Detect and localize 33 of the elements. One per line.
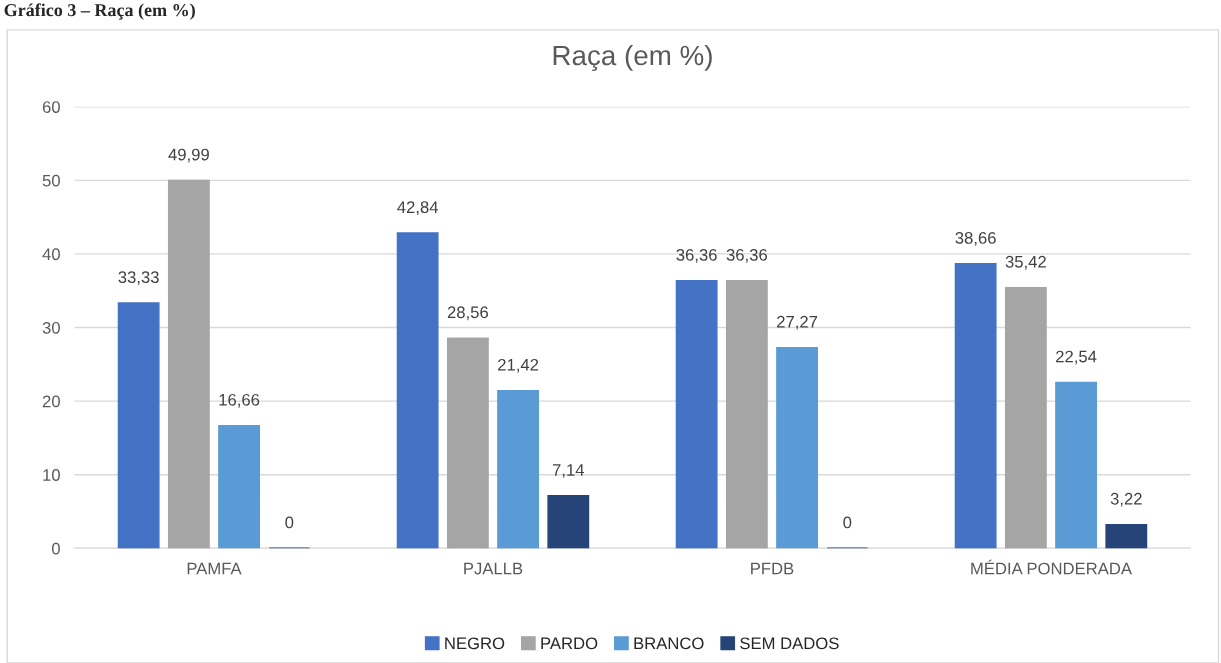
y-tick-label: 40: [42, 248, 60, 261]
data-label: 7,14: [552, 464, 585, 478]
legend-label: NEGRO: [445, 637, 505, 650]
y-tick-label: 30: [42, 321, 60, 334]
x-tick-label: PAMFA: [187, 562, 242, 575]
data-label: 27,27: [777, 315, 818, 330]
data-label: 36,36: [676, 248, 717, 263]
x-tick-label: PFDB: [751, 562, 794, 575]
data-label: 22,54: [1056, 350, 1097, 365]
data-label: 35,42: [1005, 255, 1046, 270]
legend-label: BRANCO: [634, 637, 704, 650]
data-label: 3,22: [1110, 492, 1142, 507]
legend-label: PARDO: [541, 637, 598, 650]
data-label: 42,84: [397, 201, 439, 216]
x-tick-label: PJALLB: [464, 562, 523, 575]
data-label: 49,99: [168, 148, 209, 163]
x-tick-label: MÉDIA PONDERADA: [971, 559, 1132, 575]
data-label: 21,42: [498, 358, 539, 373]
y-tick-label: 60: [42, 101, 60, 113]
data-label: 16,66: [219, 393, 260, 408]
y-tick-label: 0: [51, 542, 60, 555]
data-label: 33,33: [118, 271, 159, 286]
data-label: 36,36: [726, 248, 767, 263]
y-tick-label: 10: [43, 469, 60, 481]
text: Gráfico 3 – Raça (em %): [4, 3, 195, 20]
y-tick-label: 50: [42, 174, 60, 187]
data-label: 28,56: [447, 306, 488, 321]
data-label: 38,66: [955, 232, 996, 246]
chart-title: Raça (em %): [553, 44, 712, 71]
data-label: 0: [285, 516, 294, 529]
y-tick-label: 20: [42, 395, 60, 408]
data-label: 0: [843, 516, 852, 529]
legend-label: SEM DADOS: [740, 637, 839, 650]
